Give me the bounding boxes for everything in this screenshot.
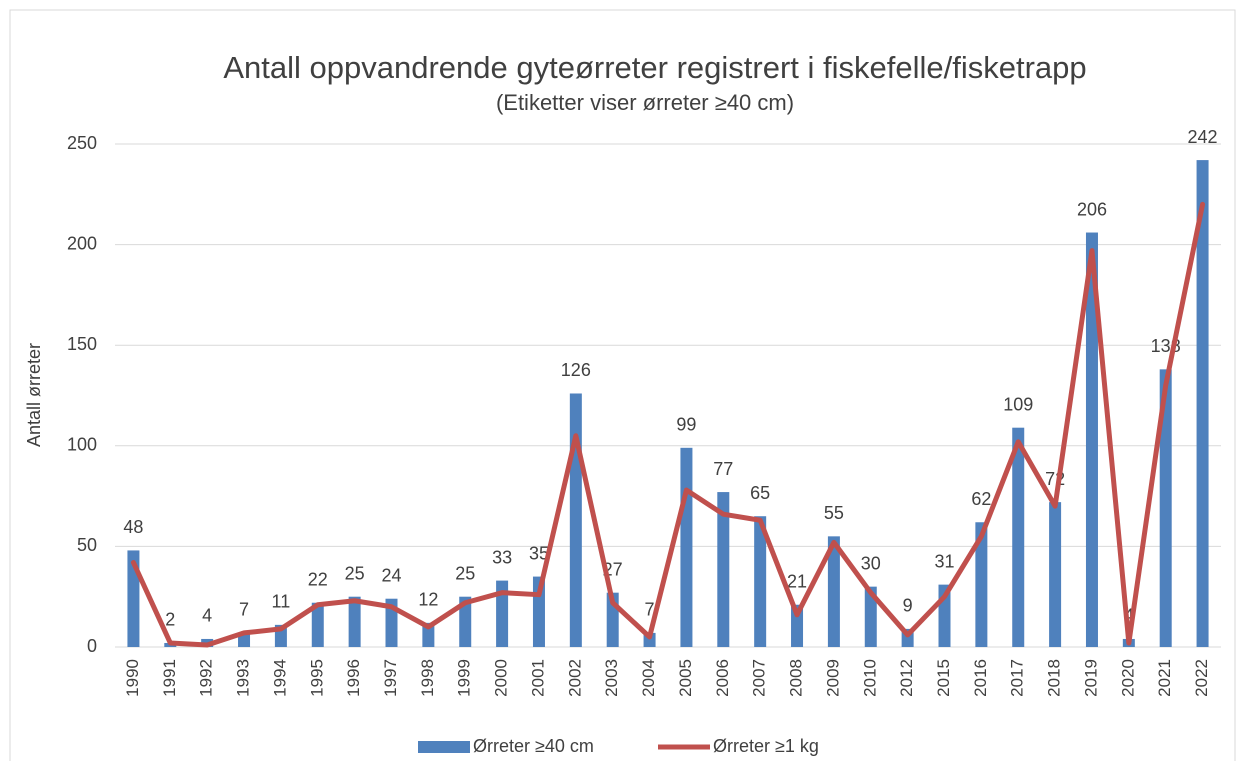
x-tick-label: 1997 xyxy=(381,659,400,697)
bar xyxy=(680,447,693,647)
bar xyxy=(827,536,840,647)
data-label: 7 xyxy=(645,600,655,620)
chart-frame xyxy=(9,9,1236,766)
x-tick-label: 2022 xyxy=(1192,659,1211,697)
data-label: 99 xyxy=(676,415,696,435)
data-label: 24 xyxy=(381,565,401,585)
x-tick-label: 1994 xyxy=(270,659,289,697)
chart-subtitle: (Etiketter viser ørreter ≥40 cm) xyxy=(496,90,794,115)
x-tick-label: 2012 xyxy=(897,659,916,697)
data-label: 33 xyxy=(492,547,512,567)
legend-label: Ørreter ≥1 kg xyxy=(713,736,819,756)
legend-swatch xyxy=(418,741,470,753)
data-label: 25 xyxy=(455,563,475,583)
x-tick-label: 2019 xyxy=(1081,659,1100,697)
data-label: 11 xyxy=(272,592,291,612)
data-label: 206 xyxy=(1077,199,1107,219)
data-label: 30 xyxy=(861,553,881,573)
x-tick-label: 2001 xyxy=(528,659,547,697)
x-tick-label: 2006 xyxy=(713,659,732,697)
x-tick-label: 1991 xyxy=(160,659,179,697)
x-tick-label: 2008 xyxy=(787,659,806,697)
data-label: 126 xyxy=(561,360,591,380)
bar xyxy=(348,596,361,647)
x-tick-label: 2020 xyxy=(1118,659,1137,697)
bar xyxy=(717,492,730,647)
x-tick-label: 2010 xyxy=(860,659,879,697)
bar xyxy=(459,596,472,647)
data-label: 4 xyxy=(1124,606,1134,626)
y-axis-title: Antall ørreter xyxy=(24,343,44,447)
bar xyxy=(569,393,582,647)
y-tick-label: 50 xyxy=(77,535,97,555)
y-tick-label: 0 xyxy=(87,636,97,656)
bar xyxy=(1085,232,1098,647)
bar xyxy=(1049,502,1062,647)
x-tick-label: 1995 xyxy=(307,659,326,697)
y-tick-label: 250 xyxy=(67,133,97,153)
data-label: 4 xyxy=(202,606,212,626)
data-label: 22 xyxy=(308,569,328,589)
x-tick-label: 1996 xyxy=(344,659,363,697)
data-label: 2 xyxy=(165,610,175,630)
bar xyxy=(754,516,767,647)
y-tick-label: 150 xyxy=(67,334,97,354)
bar xyxy=(311,602,324,647)
x-tick-label: 2018 xyxy=(1045,659,1064,697)
x-tick-label: 1999 xyxy=(455,659,474,697)
data-label: 9 xyxy=(903,596,913,616)
bar xyxy=(422,622,435,647)
data-label: 21 xyxy=(787,571,807,591)
x-tick-label: 2007 xyxy=(750,659,769,697)
x-tick-label: 1992 xyxy=(197,659,216,697)
data-label: 77 xyxy=(713,459,733,479)
bar xyxy=(791,604,804,647)
data-label: 109 xyxy=(1003,394,1033,414)
x-tick-label: 2000 xyxy=(492,659,511,697)
x-tick-label: 2016 xyxy=(971,659,990,697)
bar xyxy=(1159,369,1172,647)
bar xyxy=(975,522,988,647)
x-tick-label: 2009 xyxy=(823,659,842,697)
x-tick-label: 2017 xyxy=(1008,659,1027,697)
x-tick-label: 2002 xyxy=(565,659,584,697)
data-label: 35 xyxy=(529,543,549,563)
bar xyxy=(864,586,877,647)
legend-label: Ørreter ≥40 cm xyxy=(473,736,594,756)
x-tick-label: 2015 xyxy=(934,659,953,697)
y-tick-label: 200 xyxy=(67,233,97,253)
bar xyxy=(1012,427,1025,647)
x-tick-label: 2003 xyxy=(602,659,621,697)
chart-title: Antall oppvandrende gyteørreter registre… xyxy=(223,50,1086,85)
data-label: 65 xyxy=(750,483,770,503)
data-label: 48 xyxy=(123,517,143,537)
x-tick-label: 1998 xyxy=(418,659,437,697)
data-label: 25 xyxy=(345,563,365,583)
data-label: 62 xyxy=(971,489,991,509)
data-label: 31 xyxy=(934,551,954,571)
line-series xyxy=(130,201,1206,648)
x-tick-label: 2005 xyxy=(676,659,695,697)
y-tick-label: 100 xyxy=(67,435,97,455)
x-tick-label: 2004 xyxy=(639,659,658,697)
data-label: 7 xyxy=(239,600,249,620)
data-label: 12 xyxy=(418,590,438,610)
x-tick-label: 1990 xyxy=(123,659,142,697)
bar xyxy=(496,580,509,647)
bar xyxy=(1196,160,1209,647)
x-tick-label: 1993 xyxy=(234,659,253,697)
data-label: 55 xyxy=(824,503,844,523)
data-label: 242 xyxy=(1188,127,1218,147)
x-tick-label: 2021 xyxy=(1155,659,1174,697)
